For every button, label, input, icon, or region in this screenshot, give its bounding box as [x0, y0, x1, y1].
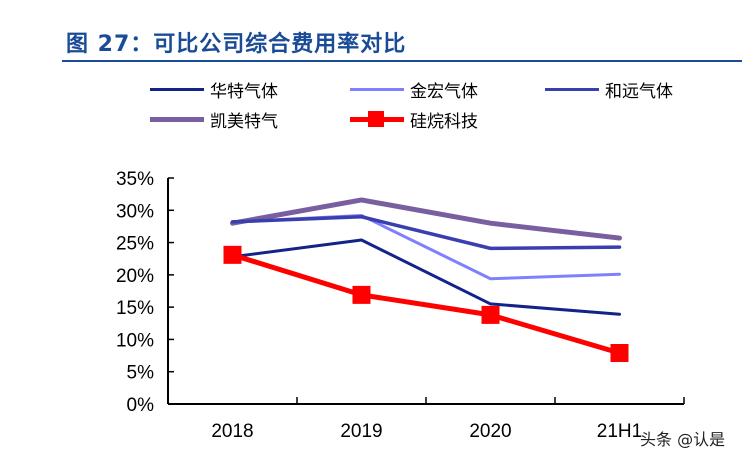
- legend-swatch: [150, 88, 204, 91]
- chart-title: 图 27：可比公司综合费用率对比: [66, 32, 407, 57]
- legend-swatch: [350, 111, 404, 127]
- legend-label: 硅烷科技: [410, 112, 478, 132]
- series-line-0: [231, 238, 621, 316]
- title-underline: [62, 60, 742, 62]
- data-point-marker: [610, 343, 629, 362]
- legend-item: 和远气体: [545, 77, 673, 102]
- y-tick-label: 30%: [116, 201, 154, 222]
- legend-item: 硅烷科技: [350, 107, 478, 132]
- y-tick-label: 20%: [116, 266, 154, 287]
- y-tick-label: 25%: [116, 234, 154, 255]
- y-tick-label: 35%: [116, 169, 154, 190]
- legend-swatch: [150, 117, 204, 122]
- legend-label: 金宏气体: [410, 82, 478, 102]
- watermark: 头条 @认是: [640, 430, 726, 449]
- series-line-3: [230, 197, 622, 241]
- data-point-marker: [223, 245, 242, 264]
- legend-label: 凯美特气: [210, 112, 278, 132]
- data-point-marker: [352, 285, 371, 304]
- legend-label: 和远气体: [605, 82, 673, 102]
- x-tick-label: 2018: [211, 421, 253, 442]
- x-tick-label: 2019: [340, 421, 382, 442]
- y-tick-label: 5%: [127, 363, 155, 384]
- y-tick-label: 10%: [116, 330, 154, 351]
- legend-item: 凯美特气: [150, 107, 278, 132]
- series-line-2: [230, 214, 622, 251]
- y-tick-label: 15%: [116, 298, 154, 319]
- data-point-marker: [481, 305, 500, 324]
- legend-swatch: [350, 88, 404, 91]
- legend-swatch: [545, 87, 599, 92]
- y-tick-label: 0%: [127, 395, 155, 416]
- series-line-4: [230, 252, 622, 356]
- legend-item: 金宏气体: [350, 77, 478, 102]
- legend-label: 华特气体: [210, 82, 278, 102]
- x-tick-label: 2020: [469, 421, 511, 442]
- legend-item: 华特气体: [150, 77, 278, 102]
- legend-marker: [368, 111, 384, 127]
- x-tick-label: 21H1: [597, 421, 642, 442]
